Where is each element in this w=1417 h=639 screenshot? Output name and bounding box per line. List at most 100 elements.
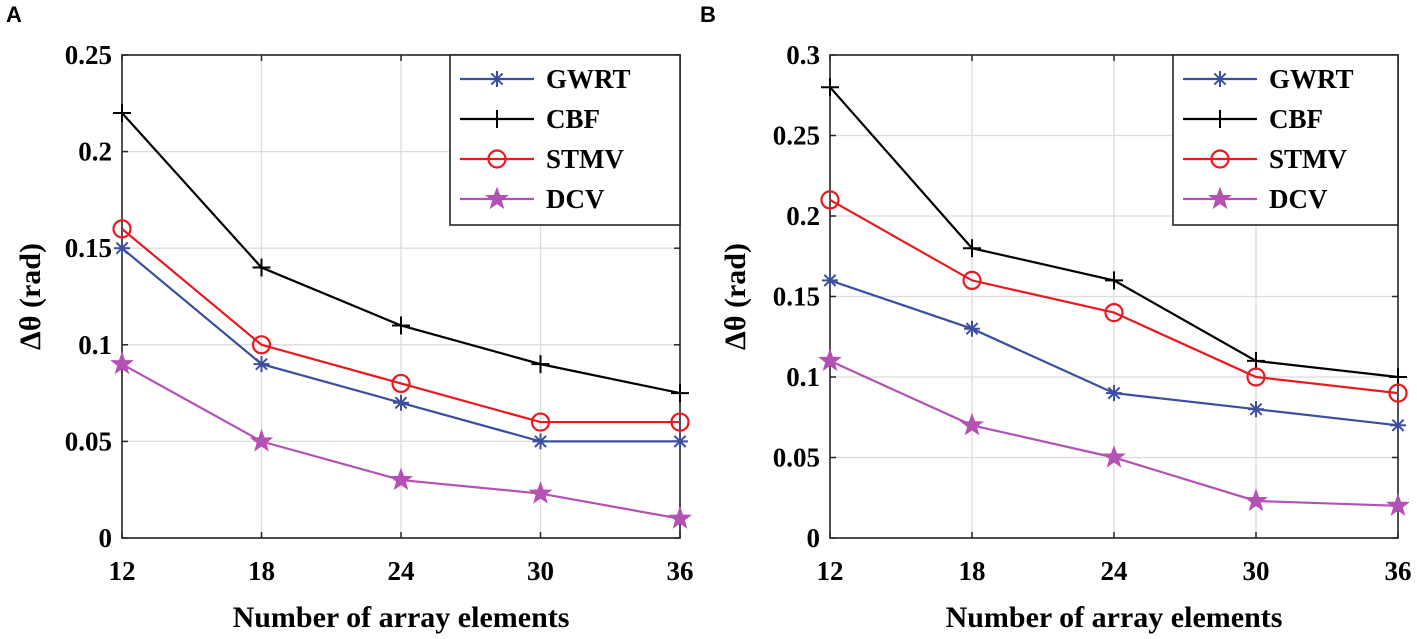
legend-label-cbf: CBF	[546, 104, 600, 134]
series-stmv	[820, 190, 1408, 403]
panel-label: A	[6, 2, 22, 27]
y-tick-label: 0.05	[773, 443, 820, 473]
x-tick-label: 24	[388, 556, 415, 586]
data-point-gwrt	[393, 394, 409, 411]
data-point-cbf	[821, 78, 839, 97]
data-point-stmv	[530, 412, 551, 432]
series-cbf	[113, 103, 689, 403]
data-point-cbf	[113, 103, 131, 122]
x-tick-label: 18	[959, 556, 986, 586]
y-tick-label: 0.15	[773, 282, 820, 312]
data-point-dcv	[1102, 445, 1126, 468]
y-tick-label: 0	[99, 523, 113, 553]
series-dcv	[818, 348, 1410, 516]
data-point-stmv	[1246, 367, 1266, 387]
data-point-stmv	[820, 190, 840, 210]
data-point-dcv	[1386, 493, 1410, 516]
data-point-dcv	[668, 506, 692, 529]
y-tick-label: 0.2	[786, 201, 820, 231]
series-stmv	[112, 219, 690, 432]
legend-label-stmv: STMV	[1269, 144, 1348, 174]
x-tick-label: 30	[527, 556, 554, 586]
legend-marker-cbf	[488, 110, 506, 128]
series-line-stmv	[829, 198, 1399, 395]
data-point-stmv	[1104, 303, 1124, 323]
data-point-dcv	[110, 351, 134, 375]
data-point-cbf	[1247, 351, 1265, 370]
legend-marker-stmv	[1210, 149, 1230, 169]
panel-label: B	[700, 2, 716, 27]
series-cbf	[821, 78, 1407, 386]
data-point-gwrt	[822, 272, 838, 289]
legend-marker-dcv	[485, 186, 509, 210]
data-point-dcv	[249, 428, 274, 452]
series-dcv	[110, 351, 692, 529]
legend-marker-cbf	[1211, 110, 1229, 128]
data-point-gwrt	[964, 320, 980, 337]
series-gwrt	[822, 272, 1406, 434]
data-point-cbf	[252, 258, 271, 277]
legend-marker-stmv	[487, 149, 507, 169]
data-point-stmv	[391, 373, 411, 394]
y-tick-label: 0.2	[78, 137, 112, 167]
legend-label-gwrt: GWRT	[1269, 64, 1354, 94]
data-point-stmv	[1388, 383, 1408, 403]
x-axis-title: Number of array elements	[233, 601, 570, 634]
y-tick-label: 0	[807, 523, 821, 553]
x-axis-title: Number of array elements	[946, 601, 1283, 634]
y-tick-label: 0.3	[786, 40, 820, 70]
series-gwrt	[114, 240, 688, 450]
x-tick-label: 24	[1101, 556, 1128, 586]
data-point-gwrt	[532, 433, 549, 450]
y-tick-label: 0.1	[786, 362, 820, 392]
data-point-dcv	[818, 348, 842, 371]
legend-label-stmv: STMV	[546, 144, 625, 174]
data-point-stmv	[251, 335, 272, 355]
data-point-stmv	[112, 219, 132, 239]
legend-label-dcv: DCV	[1269, 184, 1328, 214]
series-line-stmv	[121, 228, 680, 424]
data-point-gwrt	[253, 356, 270, 373]
x-tick-label: 18	[248, 556, 275, 586]
x-tick-label: 36	[1385, 556, 1412, 586]
legend-label-dcv: DCV	[546, 184, 605, 214]
data-point-stmv	[962, 270, 982, 290]
data-point-dcv	[389, 467, 413, 491]
x-tick-label: 12	[109, 556, 136, 586]
data-point-gwrt	[672, 433, 688, 450]
y-tick-label: 0.1	[78, 330, 112, 360]
data-point-stmv	[670, 412, 690, 432]
legend-label-gwrt: GWRT	[546, 64, 631, 94]
data-point-cbf	[963, 239, 981, 258]
x-tick-label: 30	[1243, 556, 1270, 586]
data-point-gwrt	[1248, 401, 1264, 418]
x-tick-label: 12	[817, 556, 844, 586]
legend-label-cbf: CBF	[1269, 104, 1323, 134]
data-point-gwrt	[1106, 385, 1122, 402]
data-point-dcv	[528, 481, 553, 504]
chart-panel-b: B 0 0.05 0.1 0.15 0.2 0.25 0.3 12 18 24 30 36 Number …	[700, 2, 1412, 634]
y-tick-label: 0.15	[65, 233, 112, 263]
legend-marker-gwrt	[489, 71, 505, 87]
data-point-gwrt	[114, 240, 130, 257]
data-point-cbf	[1105, 271, 1123, 290]
y-tick-label: 0.05	[65, 426, 112, 456]
x-tick-label: 36	[667, 556, 694, 586]
data-point-dcv	[1244, 488, 1268, 512]
legend: GWRT CBF STMV DCV	[1172, 54, 1399, 226]
legend: GWRT CBF STMV DCV	[449, 54, 681, 226]
data-point-cbf	[392, 316, 410, 335]
legend-marker-gwrt	[1212, 71, 1228, 87]
y-axis-title: Δθ (rad)	[14, 243, 47, 350]
data-point-dcv	[960, 412, 984, 436]
data-point-gwrt	[1390, 417, 1406, 434]
data-point-cbf	[1389, 368, 1407, 386]
data-point-cbf	[671, 384, 689, 403]
data-point-cbf	[531, 355, 550, 374]
y-tick-label: 0.25	[773, 121, 820, 151]
y-tick-label: 0.25	[65, 40, 112, 70]
legend-marker-dcv	[1208, 186, 1232, 210]
chart-panel-a: A 0 0.05 0.1 0.15 0.2 0.25 12 18 24 30 36 Number of …	[6, 2, 694, 634]
y-axis-title: Δθ (rad)	[719, 243, 752, 350]
